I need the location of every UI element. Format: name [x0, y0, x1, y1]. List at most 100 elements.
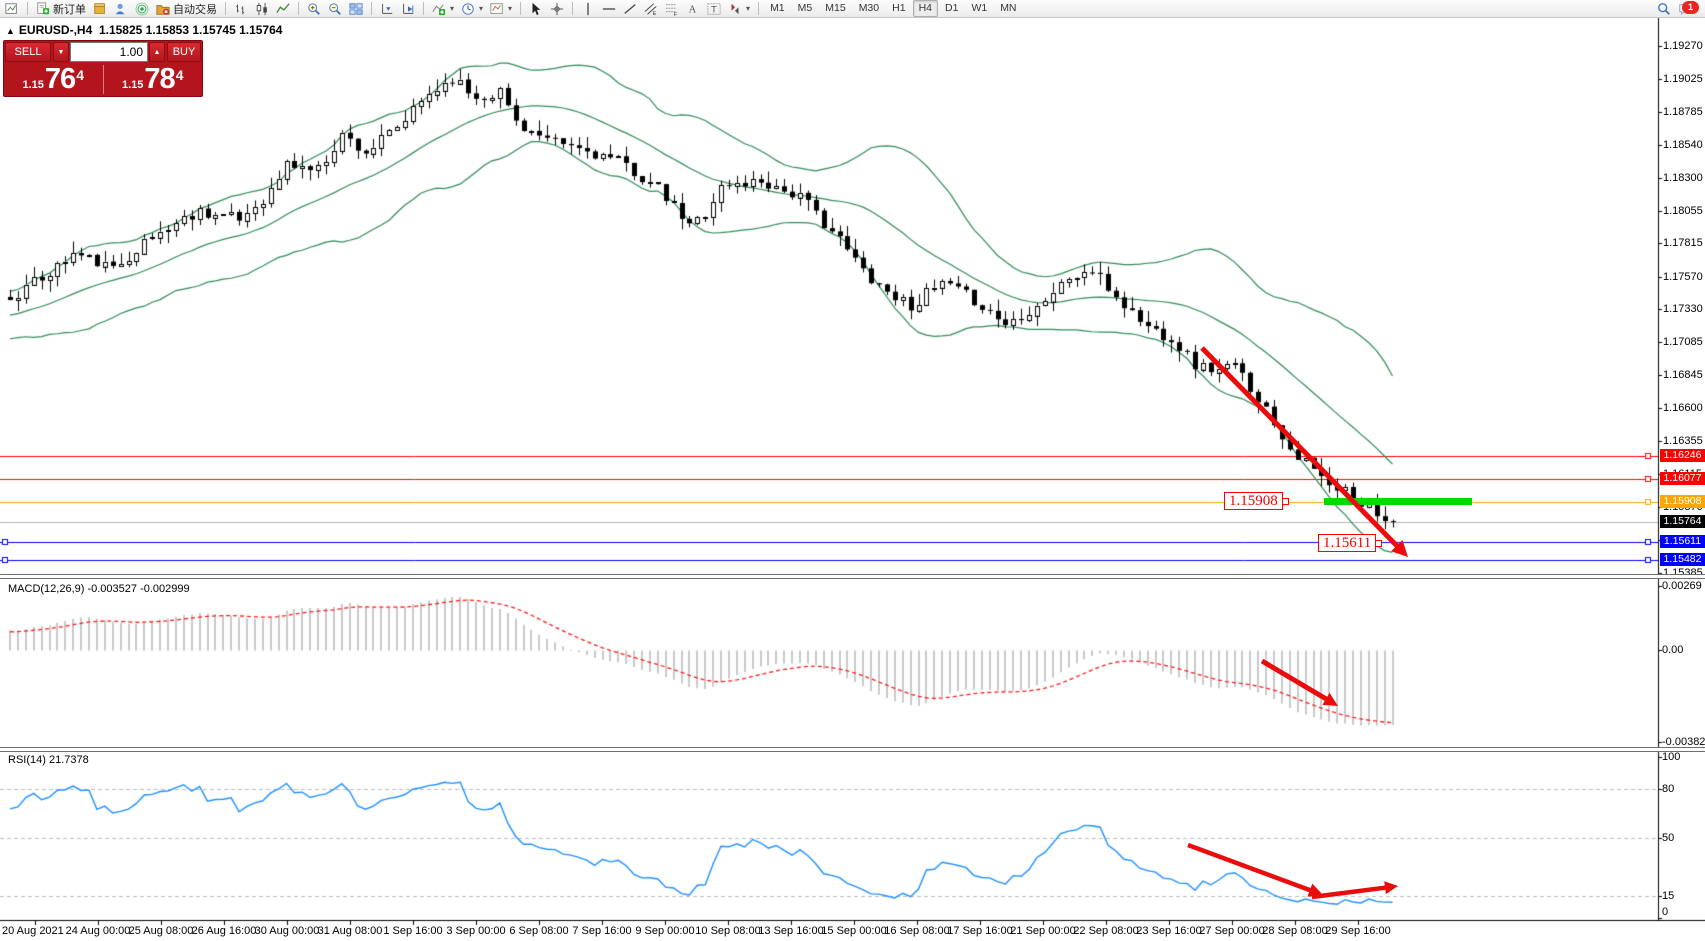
price-level-badge[interactable]: 1.15908: [1660, 495, 1705, 508]
channel-icon[interactable]: E: [641, 1, 661, 17]
pane-separator[interactable]: [0, 747, 1705, 752]
annotation-handle[interactable]: [1375, 540, 1383, 547]
toolbar-separator: [27, 2, 28, 15]
time-axis-label: 21 Sep 00:00: [1010, 925, 1076, 937]
trendline-icon[interactable]: [620, 1, 640, 17]
indicators-dropdown[interactable]: ▾: [429, 1, 457, 17]
volume-decrease-button[interactable]: ▼: [53, 42, 69, 62]
time-axis-label: 10 Sep 08:00: [695, 925, 761, 937]
time-axis-label: 31 Aug 08:00: [317, 925, 383, 937]
arrows-dropdown[interactable]: ▾: [725, 1, 753, 17]
toolbar-separator: [572, 2, 574, 15]
autotrading-label: 自动交易: [173, 3, 217, 16]
volume-increase-button[interactable]: ▲: [149, 42, 165, 62]
chart-window-icon[interactable]: [2, 1, 22, 17]
crosshair-icon[interactable]: [547, 1, 567, 17]
time-axis-label: 27 Sep 00:00: [1199, 925, 1265, 937]
time-axis-label: 7 Sep 16:00: [572, 925, 632, 937]
candlestick-chart-icon[interactable]: [252, 1, 272, 17]
zoom-out-icon[interactable]: [325, 1, 345, 17]
time-axis-label: 28 Sep 08:00: [1262, 925, 1328, 937]
text-icon[interactable]: A: [683, 1, 703, 17]
timeframe-button-m15[interactable]: M15: [825, 2, 846, 14]
timeframe-button-m1[interactable]: M1: [770, 2, 785, 14]
chart-shift-icon[interactable]: [377, 1, 397, 17]
time-axis-label: 15 Sep 00:00: [821, 925, 887, 937]
toolbar-separator: [758, 2, 760, 15]
autotrading-button[interactable]: 自动交易: [153, 1, 220, 17]
timeframe-button-h1[interactable]: H1: [892, 2, 906, 14]
timeframe-button-mn[interactable]: MN: [1000, 2, 1017, 14]
search-icon[interactable]: [1654, 1, 1674, 17]
timeframe-group: M1 M5 M15 M30 H1 H4 D1 W1 MN: [764, 0, 1022, 17]
macd-axis-label: -0.003823: [1662, 736, 1705, 748]
text-label-icon[interactable]: T: [704, 1, 724, 17]
price-level-badge[interactable]: 1.15611: [1660, 535, 1705, 548]
price-axis-tick: 1.16845: [1663, 369, 1703, 381]
price-annotation-label[interactable]: 1.15611: [1318, 534, 1383, 552]
price-level-badge[interactable]: 1.16246: [1660, 449, 1705, 462]
community-icon[interactable]: [111, 1, 131, 17]
price-axis-tick: 1.18540: [1663, 139, 1703, 151]
time-axis-label: 20 Aug 2021: [2, 925, 64, 937]
fibonacci-icon[interactable]: F: [662, 1, 682, 17]
collapse-chart-icon[interactable]: ▲: [6, 26, 15, 36]
main-toolbar: 新订单 自动交易 ▾ ▾ ▾ E F A T ▾ M1 M5 M15 M30 H1 H4 D…: [0, 0, 1705, 18]
rsi-axis-label: 50: [1662, 832, 1675, 844]
vertical-line-icon[interactable]: [578, 1, 598, 17]
sell-price[interactable]: 1.15 76 4: [4, 63, 103, 96]
volume-input[interactable]: 1.00: [70, 42, 148, 62]
templates-dropdown[interactable]: ▾: [487, 1, 515, 17]
time-axis-label: 1 Sep 16:00: [383, 925, 443, 937]
annotation-text: 1.15611: [1323, 535, 1372, 551]
sell-price-prefix: 1.15: [22, 79, 44, 91]
time-axis-label: 24 Aug 00:00: [65, 925, 131, 937]
macd-axis-label: 0.00269: [1662, 580, 1702, 592]
svg-text:A: A: [689, 4, 697, 15]
buy-price[interactable]: 1.15 78 4: [104, 63, 203, 96]
tile-windows-icon[interactable]: [346, 1, 366, 17]
price-axis-tick: 1.19270: [1663, 40, 1703, 52]
time-axis-label: 25 Aug 08:00: [128, 925, 194, 937]
price-axis-tick: 1.17085: [1663, 336, 1703, 348]
horizontal-line-icon[interactable]: [599, 1, 619, 17]
price-level-badge[interactable]: 1.16077: [1660, 472, 1705, 485]
annotation-text: 1.15908: [1229, 493, 1278, 509]
svg-text:T: T: [711, 4, 717, 15]
new-order-button[interactable]: 新订单: [33, 1, 89, 17]
line-chart-icon[interactable]: [273, 1, 293, 17]
toolbar-separator: [225, 2, 226, 15]
price-axis-tick: 1.17570: [1663, 271, 1703, 283]
sell-button[interactable]: SELL: [5, 42, 51, 62]
zoom-in-icon[interactable]: [304, 1, 324, 17]
highlight-rectangle[interactable]: [1324, 498, 1472, 505]
timeframe-button-m30[interactable]: M30: [858, 2, 880, 14]
timeframe-button-m5[interactable]: M5: [797, 2, 813, 14]
timeframe-button-h4[interactable]: H4: [912, 0, 938, 17]
price-annotation-label[interactable]: 1.15908: [1224, 492, 1289, 510]
current-price-badge: 1.15764: [1660, 515, 1705, 528]
buy-button[interactable]: BUY: [167, 42, 201, 62]
toolbar-separator: [371, 2, 372, 15]
market-icon[interactable]: [90, 1, 110, 17]
signals-icon[interactable]: [132, 1, 152, 17]
price-axis-tick: 1.18785: [1663, 106, 1703, 118]
rsi-pane-title: RSI(14) 21.7378: [8, 754, 89, 766]
timeframe-button-w1[interactable]: W1: [971, 2, 988, 14]
annotation-handle[interactable]: [1281, 498, 1289, 505]
time-axis-label: 29 Sep 16:00: [1325, 925, 1391, 937]
price-axis-tick: 1.17330: [1663, 303, 1703, 315]
svg-text:F: F: [674, 12, 677, 16]
cursor-icon[interactable]: [526, 1, 546, 17]
timeframe-button-d1[interactable]: D1: [945, 2, 959, 14]
pane-separator[interactable]: [0, 574, 1705, 579]
price-level-badge[interactable]: 1.15482: [1660, 553, 1705, 566]
macd-axis-label: 0.00: [1662, 644, 1684, 656]
time-axis-label: 26 Aug 16:00: [191, 925, 257, 937]
periods-dropdown[interactable]: ▾: [458, 1, 486, 17]
price-axis-tick: 1.19025: [1663, 73, 1703, 85]
bar-chart-icon[interactable]: [231, 1, 251, 17]
buy-price-big: 78: [144, 63, 175, 95]
autoscroll-icon[interactable]: [398, 1, 418, 17]
